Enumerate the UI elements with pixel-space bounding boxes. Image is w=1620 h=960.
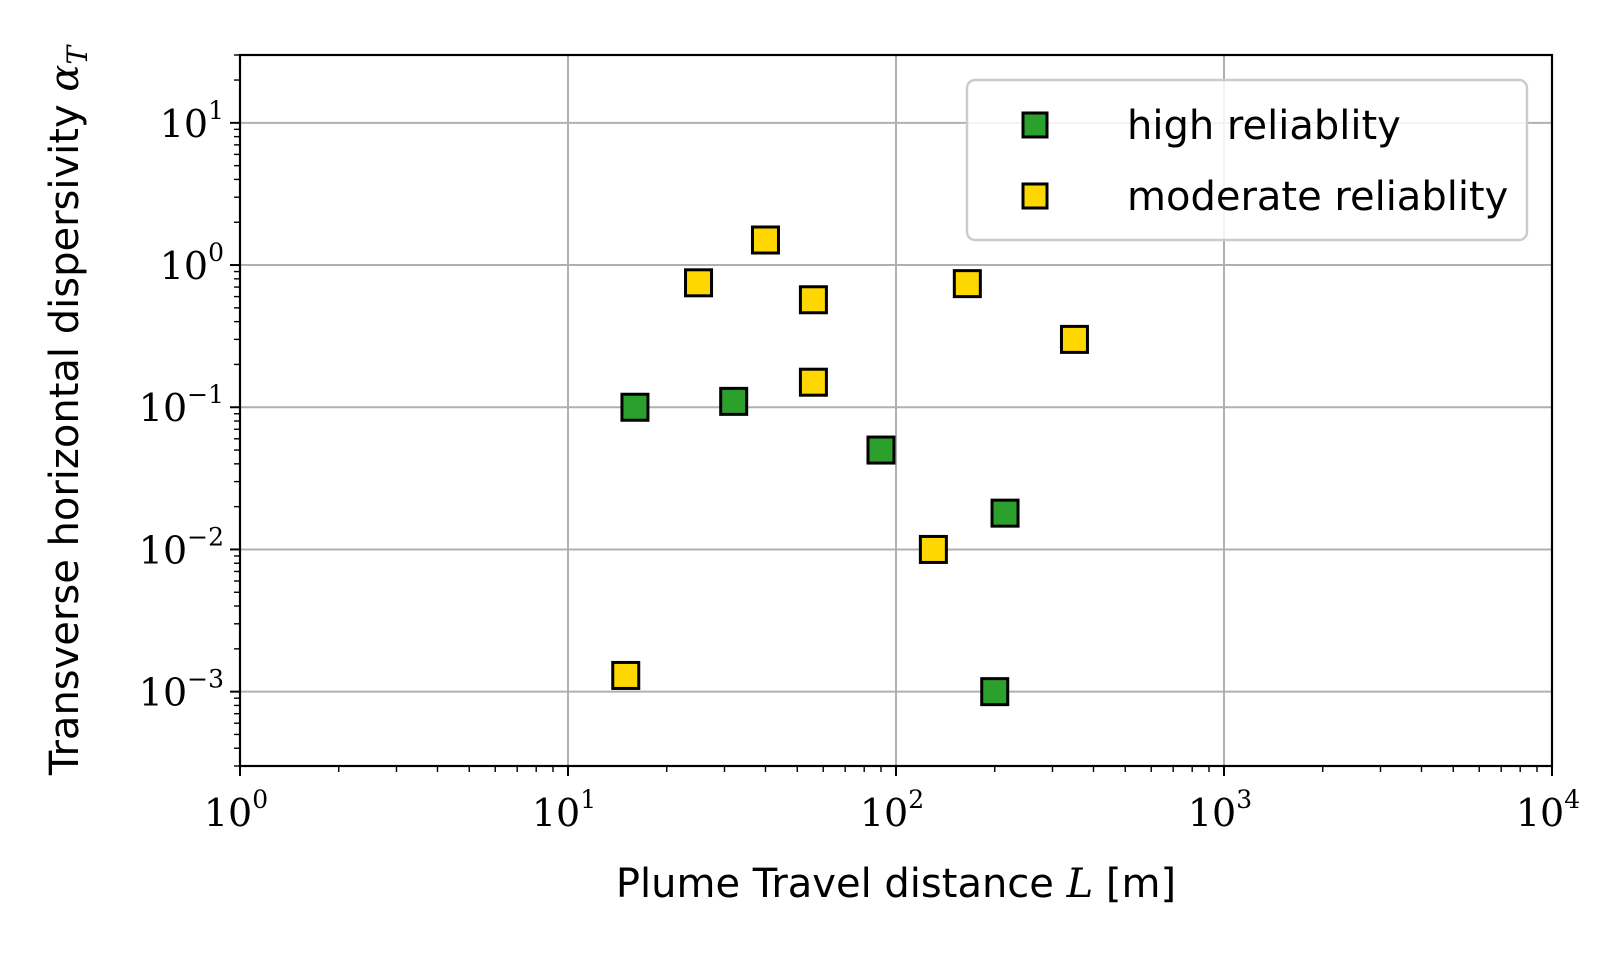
data-point-series-1 xyxy=(980,677,1010,707)
x-tick-label-base: 10 xyxy=(1516,791,1564,835)
x-tick-label: 100 xyxy=(204,785,268,835)
y-tick-label: 10−3 xyxy=(139,665,224,715)
y-tick-label-base: 10 xyxy=(160,102,208,146)
x-axis-title-prefix: Plume Travel distance xyxy=(616,861,1067,907)
x-tick-label-base: 10 xyxy=(204,791,252,835)
x-tick-label-base: 10 xyxy=(532,791,580,835)
y-axis-title-subscript: T xyxy=(61,44,94,65)
data-point-series-2 xyxy=(918,534,948,564)
points-layer xyxy=(611,225,1089,707)
y-tick-label: 10−2 xyxy=(139,522,224,572)
plot-frame xyxy=(238,53,1554,768)
y-tick-label-base: 10 xyxy=(160,244,208,288)
data-point-series-1 xyxy=(620,392,650,422)
y-tick-label-exponent: 1 xyxy=(208,96,224,125)
data-point-series-2 xyxy=(1059,324,1089,354)
legend-label-series-1: high reliablity xyxy=(1127,103,1401,149)
y-tick-label-base: 10 xyxy=(139,528,187,572)
x-tick-label: 103 xyxy=(1188,785,1252,835)
data-point-series-2 xyxy=(684,268,714,298)
y-tick-label: 101 xyxy=(160,96,224,146)
data-point-series-1 xyxy=(866,435,896,465)
y-axis-title-prefix: Transverse horizontal dispersivity xyxy=(42,92,88,776)
x-tick-label-exponent: 3 xyxy=(1236,785,1252,814)
x-tick-label-exponent: 1 xyxy=(580,785,596,814)
x-tick-label-base: 10 xyxy=(1188,791,1236,835)
x-tick-label: 102 xyxy=(860,785,924,835)
y-tick-label-exponent: −3 xyxy=(187,665,224,694)
x-tick-label-exponent: 2 xyxy=(908,785,924,814)
y-tick-label: 10−1 xyxy=(139,380,224,430)
data-point-series-1 xyxy=(719,386,749,416)
x-axis-title: Plume Travel distance L [m] xyxy=(616,861,1176,907)
x-tick-label-exponent: 0 xyxy=(252,785,268,814)
y-axis-title: Transverse horizontal dispersivity αT xyxy=(42,44,94,776)
y-tick-label-exponent: −1 xyxy=(187,380,224,409)
data-point-series-2 xyxy=(798,367,828,397)
legend-marker-series-1 xyxy=(1021,111,1049,139)
y-tick-label-exponent: 0 xyxy=(208,238,224,267)
legend-marker-series-2 xyxy=(1021,182,1049,210)
y-tick-label-base: 10 xyxy=(139,386,187,430)
x-tick-label: 101 xyxy=(532,785,596,835)
data-point-series-2 xyxy=(750,225,780,255)
x-axis-title-suffix: [m] xyxy=(1093,861,1176,907)
data-point-series-1 xyxy=(990,498,1020,528)
y-axis-title-symbol: α xyxy=(42,65,88,92)
y-tick-label-exponent: −2 xyxy=(187,522,224,551)
legend-box xyxy=(965,78,1529,242)
data-point-series-2 xyxy=(611,660,641,690)
data-point-series-2 xyxy=(798,285,828,315)
y-tick-label: 100 xyxy=(160,238,224,288)
x-axis-title-symbol: L xyxy=(1066,861,1094,907)
data-point-series-2 xyxy=(952,269,982,299)
x-tick-label: 104 xyxy=(1516,785,1580,835)
legend-label-series-2: moderate reliablity xyxy=(1127,174,1508,220)
x-tick-label-base: 10 xyxy=(860,791,908,835)
x-tick-label-exponent: 4 xyxy=(1564,785,1580,814)
y-tick-label-base: 10 xyxy=(139,671,187,715)
legend: high reliablity moderate reliablity xyxy=(965,78,1529,242)
